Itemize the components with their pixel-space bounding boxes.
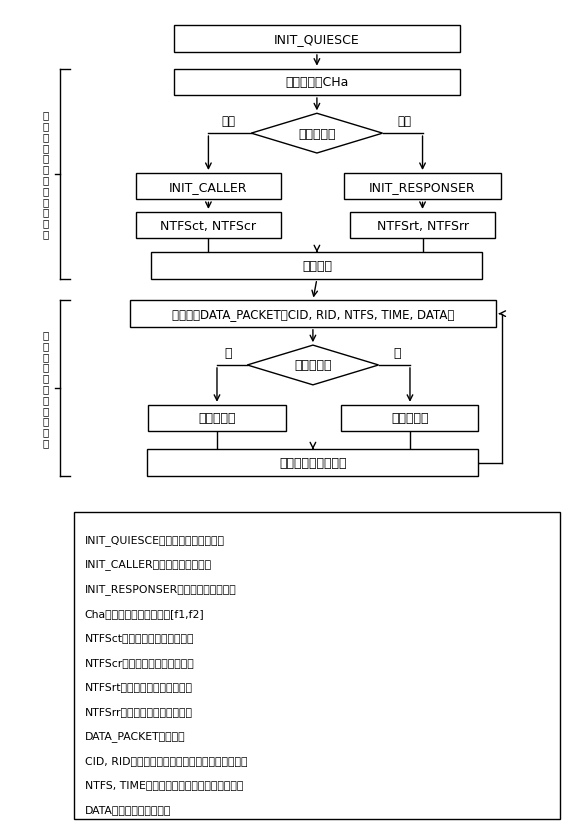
Text: CID, RID：呼叫方的身份标识，应答方的身份标识: CID, RID：呼叫方的身份标识，应答方的身份标识 — [85, 755, 247, 765]
Text: INIT_RESPONSER: INIT_RESPONSER — [369, 180, 476, 194]
Text: NTFSrr：应答方接收信号特征集: NTFSrr：应答方接收信号特征集 — [85, 706, 192, 716]
Text: INIT_QUIESCE: INIT_QUIESCE — [274, 33, 360, 46]
Text: 有: 有 — [393, 347, 401, 360]
Polygon shape — [251, 114, 383, 154]
Text: 系统状态？: 系统状态？ — [298, 127, 336, 141]
FancyBboxPatch shape — [74, 513, 560, 819]
FancyBboxPatch shape — [341, 405, 478, 432]
Text: 用
户
呼
叫
应
答
自
主
建
链
过
程: 用 户 呼 叫 应 答 自 主 建 链 过 程 — [43, 110, 49, 239]
Text: NTFSct, NTFScr: NTFSct, NTFScr — [160, 219, 256, 232]
Text: NTFSct：呼叫方发射信号特征集: NTFSct：呼叫方发射信号特征集 — [85, 633, 194, 643]
Text: 呼叫: 呼叫 — [222, 115, 235, 128]
Text: 实
时
自
主
变
频
抗
干
扰
过
程: 实 时 自 主 变 频 抗 干 扰 过 程 — [43, 330, 49, 447]
FancyBboxPatch shape — [344, 174, 501, 200]
Text: 变频发送DATA_PACKET（CID, RID, NTFS, TIME, DATA）: 变频发送DATA_PACKET（CID, RID, NTFS, TIME, DA… — [172, 308, 454, 321]
Text: DATA：用户数据信息标识: DATA：用户数据信息标识 — [85, 804, 171, 814]
Text: NTFS, TIME：下一发射信号特征集，时间标识: NTFS, TIME：下一发射信号特征集，时间标识 — [85, 780, 243, 790]
Text: 状态转移: 状态转移 — [302, 260, 332, 273]
Text: DATA_PACKET：数据包: DATA_PACKET：数据包 — [85, 730, 185, 741]
Text: INIT_RESPONSER：应答方初始化分支: INIT_RESPONSER：应答方初始化分支 — [85, 583, 236, 595]
FancyBboxPatch shape — [174, 69, 460, 96]
FancyBboxPatch shape — [147, 450, 478, 476]
Text: NTFScr：呼叫方接收信号特征集: NTFScr：呼叫方接收信号特征集 — [85, 657, 194, 667]
Polygon shape — [247, 346, 379, 385]
Text: 接收数据包: 接收数据包 — [198, 412, 236, 425]
FancyBboxPatch shape — [151, 253, 482, 280]
FancyBboxPatch shape — [174, 26, 460, 53]
Text: 全频段扫频: 全频段扫频 — [391, 412, 429, 425]
Text: NTFSrt, NTFSrr: NTFSrt, NTFSrr — [376, 219, 469, 232]
Text: 全频段扫频CHa: 全频段扫频CHa — [286, 76, 348, 89]
Text: INIT_QUIESCE：初始化静默接收程序: INIT_QUIESCE：初始化静默接收程序 — [85, 534, 224, 545]
Text: 应答: 应答 — [397, 115, 411, 128]
FancyBboxPatch shape — [148, 405, 286, 432]
FancyBboxPatch shape — [135, 213, 281, 239]
Text: INIT_CALLER: INIT_CALLER — [169, 180, 248, 194]
Text: 特征更新与变频同步: 特征更新与变频同步 — [279, 457, 347, 470]
FancyBboxPatch shape — [135, 174, 281, 200]
FancyBboxPatch shape — [349, 213, 496, 239]
Text: 无: 无 — [224, 347, 232, 360]
FancyBboxPatch shape — [130, 301, 496, 327]
Text: NTFSrt：应答方发射信号特征集: NTFSrt：应答方发射信号特征集 — [85, 681, 192, 691]
Text: 有无干扰？: 有无干扰？ — [294, 359, 332, 372]
Text: Cha：系统设定的扫频频段[f1,f2]: Cha：系统设定的扫频频段[f1,f2] — [85, 609, 204, 619]
Text: INIT_CALLER：呼叫方初始化分支: INIT_CALLER：呼叫方初始化分支 — [85, 559, 212, 570]
